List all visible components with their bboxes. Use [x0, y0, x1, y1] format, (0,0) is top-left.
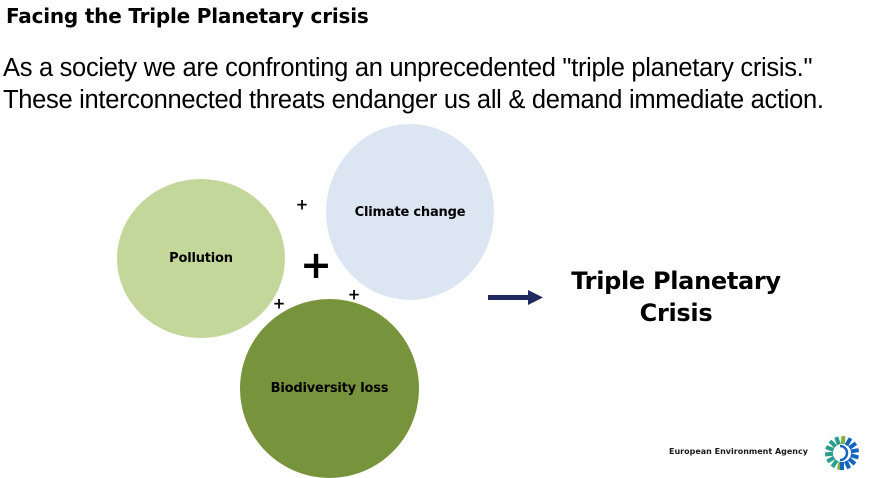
plus-icon-large: +: [300, 243, 332, 287]
result-label: Triple Planetary Crisis: [571, 267, 781, 327]
intro-text: As a society we are confronting an unpre…: [3, 54, 824, 114]
slide-title: Facing the Triple Planetary crisis: [6, 4, 369, 28]
climate-change-label: Climate change: [354, 204, 466, 220]
plus-icon: +: [272, 294, 286, 313]
biodiversity-loss-label: Biodiversity loss: [270, 381, 389, 396]
eea-logo-icon: [824, 435, 860, 471]
pollution-circle: Pollution: [117, 179, 285, 338]
plus-icon: +: [295, 195, 309, 214]
plus-icon: +: [347, 285, 361, 304]
biodiversity-loss-circle: Biodiversity loss: [240, 299, 419, 478]
climate-change-circle: Climate change: [326, 124, 494, 300]
arrow-right-icon: [488, 290, 543, 305]
organization-name: European Environment Agency: [669, 447, 808, 456]
pollution-label: Pollution: [169, 251, 233, 266]
